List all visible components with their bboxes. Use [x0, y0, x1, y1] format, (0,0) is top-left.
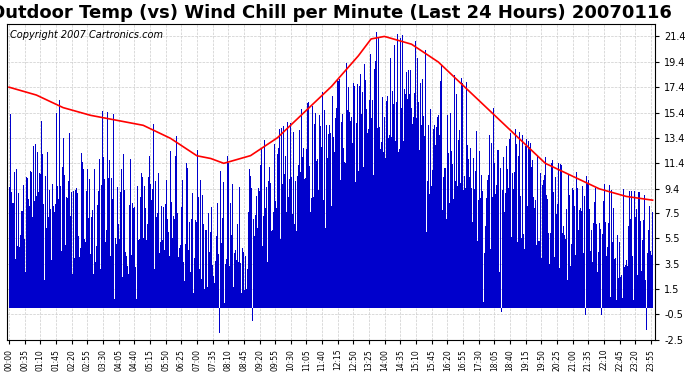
Title: Outdoor Temp (vs) Wind Chill per Minute (Last 24 Hours) 20070116: Outdoor Temp (vs) Wind Chill per Minute … — [0, 4, 672, 22]
Text: Copyright 2007 Cartronics.com: Copyright 2007 Cartronics.com — [10, 30, 163, 40]
